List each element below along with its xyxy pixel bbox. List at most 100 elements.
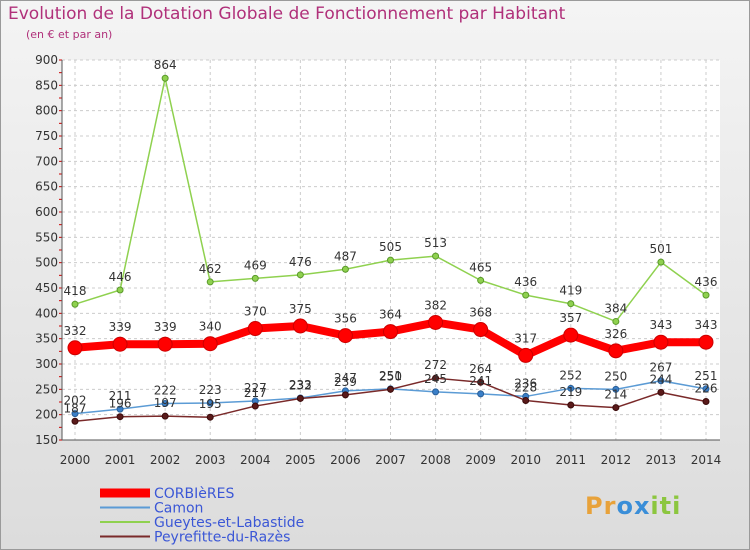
data-label: 227 — [244, 381, 267, 395]
logo-letter: i — [650, 492, 660, 520]
data-label: 419 — [559, 284, 582, 298]
data-point — [657, 258, 665, 266]
proxiti-logo: Proxiti — [585, 492, 681, 520]
y-tick-label: 800 — [35, 104, 58, 118]
data-label: 469 — [244, 258, 267, 272]
data-label: 364 — [379, 308, 402, 322]
y-tick-label: 650 — [35, 180, 58, 194]
data-point — [251, 402, 259, 410]
data-label: 211 — [109, 389, 132, 403]
data-label: 462 — [199, 262, 222, 276]
data-label: 339 — [154, 320, 177, 334]
data-point — [161, 412, 169, 420]
legend-label: Peyrefitte-du-Razès — [154, 530, 290, 546]
data-label: 267 — [649, 361, 672, 375]
data-label: 228 — [514, 380, 537, 394]
data-point — [341, 265, 349, 273]
logo-letter: r — [603, 492, 617, 520]
data-point — [698, 334, 714, 350]
series-0 — [67, 314, 714, 363]
logo-letter: i — [672, 492, 682, 520]
x-tick-label: 2008 — [420, 453, 451, 467]
data-label: 251 — [379, 369, 402, 383]
y-tick-label: 500 — [35, 256, 58, 270]
data-point — [612, 404, 620, 412]
data-label: 465 — [469, 260, 492, 274]
y-tick-label: 400 — [35, 306, 58, 320]
data-point — [432, 388, 440, 396]
data-point — [387, 385, 394, 393]
data-point — [608, 343, 624, 359]
data-label: 272 — [424, 358, 447, 372]
data-label: 187 — [64, 401, 87, 415]
data-label: 226 — [695, 381, 718, 395]
y-tick-label: 150 — [35, 433, 58, 447]
data-point — [702, 291, 710, 299]
data-label: 476 — [289, 255, 312, 269]
y-tick-label: 200 — [35, 408, 58, 422]
data-label: 357 — [559, 311, 582, 325]
data-label: 222 — [154, 384, 177, 398]
data-point — [612, 317, 620, 325]
data-label: 241 — [469, 374, 492, 388]
data-point — [657, 377, 665, 385]
data-label: 505 — [379, 240, 402, 254]
data-label: 223 — [199, 383, 222, 397]
data-point — [206, 278, 214, 286]
data-point — [161, 74, 169, 82]
data-point — [71, 410, 79, 418]
x-tick-label: 2011 — [556, 453, 587, 467]
data-point — [518, 347, 534, 363]
x-tick-label: 2005 — [285, 453, 316, 467]
logo-letter: x — [633, 492, 651, 520]
data-label: 384 — [604, 301, 627, 315]
logo-letter: o — [616, 492, 634, 520]
x-tick-label: 2004 — [240, 453, 271, 467]
data-label: 251 — [695, 369, 718, 383]
series-3 — [71, 374, 710, 425]
data-label: 245 — [424, 372, 447, 386]
data-point — [432, 252, 440, 260]
legend-label: Camon — [154, 501, 203, 517]
data-label: 418 — [64, 284, 87, 298]
data-point — [202, 336, 218, 352]
data-label: 247 — [334, 371, 357, 385]
data-label: 501 — [649, 242, 672, 256]
x-tick-label: 2002 — [150, 453, 181, 467]
logo-letter: P — [585, 492, 604, 520]
data-label: 382 — [424, 298, 447, 312]
y-tick-label: 700 — [35, 154, 58, 168]
x-tick-label: 2001 — [105, 453, 136, 467]
y-tick-label: 750 — [35, 129, 58, 143]
legend-label: CORBIèRES — [154, 486, 234, 502]
data-point — [387, 256, 394, 264]
data-label: 197 — [154, 396, 177, 410]
data-label: 332 — [64, 324, 87, 338]
data-point — [702, 397, 710, 405]
data-point — [432, 374, 440, 382]
data-point — [116, 286, 124, 294]
data-label: 356 — [334, 312, 357, 326]
data-label: 217 — [244, 386, 267, 400]
data-label: 239 — [334, 375, 357, 389]
data-point — [112, 336, 128, 352]
data-label: 864 — [154, 58, 177, 72]
chart-subtitle: (en € et par an) — [26, 28, 113, 41]
data-label: 250 — [379, 369, 402, 383]
data-point — [161, 400, 169, 408]
data-point — [247, 321, 263, 337]
data-label: 250 — [604, 369, 627, 383]
data-point — [157, 336, 173, 352]
data-point — [567, 401, 575, 409]
data-label: 375 — [289, 302, 312, 316]
chart-title: Evolution de la Dotation Globale de Fonc… — [8, 4, 566, 24]
data-point — [383, 324, 398, 340]
data-label: 196 — [109, 397, 132, 411]
value-labels: 332 339 339 340 370 375 356 364 382 368 317 357 326 3… — [64, 58, 718, 415]
y-tick-label: 250 — [35, 382, 58, 396]
x-tick-label: 2000 — [60, 453, 91, 467]
data-point — [477, 378, 485, 386]
data-label: 326 — [604, 327, 627, 341]
data-label: 202 — [64, 394, 87, 408]
x-tick-label: 2010 — [510, 453, 541, 467]
